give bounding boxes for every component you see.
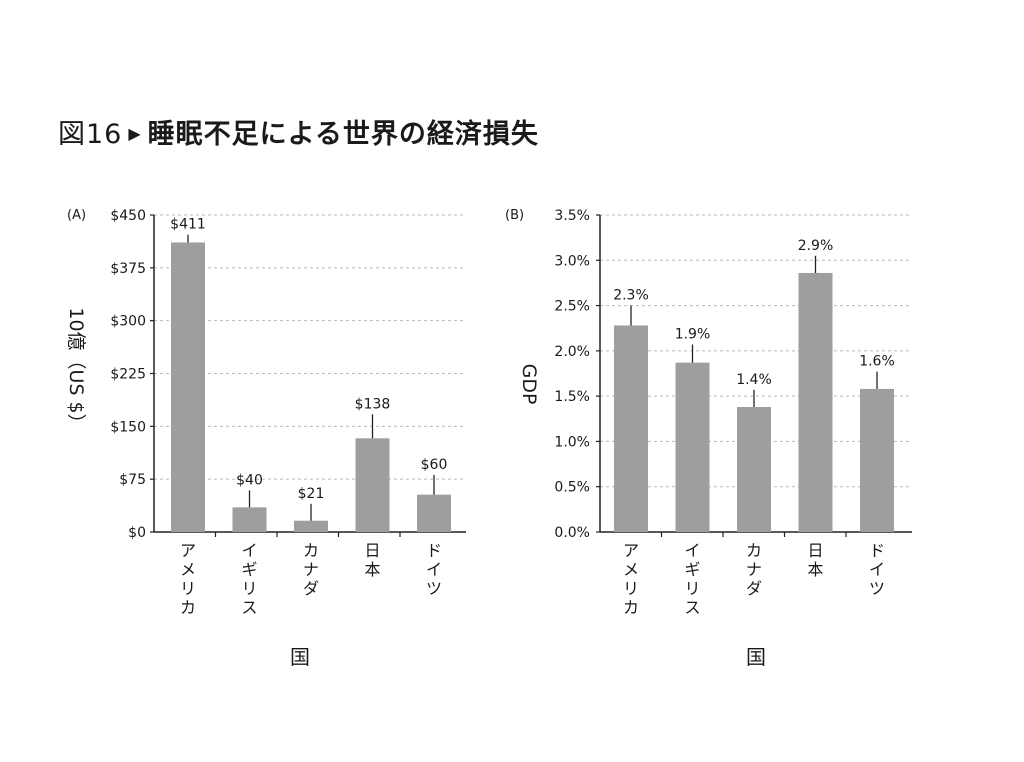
chart-b-x-tick-label-1: イギリス [684, 541, 700, 617]
chart-a-bar-4 [417, 494, 451, 532]
chart-a-y-tick-label: $0 [128, 525, 146, 541]
chart-a-x-axis-title: 国 [290, 645, 310, 669]
chart-a-x-tick-label-3: 日本 [364, 541, 380, 579]
chart-a-bar-2 [294, 520, 328, 532]
chart-b-x-tick-label-2: カナダ [746, 541, 762, 598]
chart-b-x-tick-label-4: ドイツ [869, 541, 885, 598]
chart-b-x-axis-title: 国 [746, 645, 766, 669]
chart-a-y-tick-label: $75 [119, 472, 146, 488]
chart-b-bar-4 [860, 388, 894, 532]
figure-title: 図16 ▶ 睡眠不足による世界の経済損失 [58, 112, 539, 151]
chart-a-bar-1 [232, 507, 267, 532]
chart-a-x-tick-label-2: カナダ [303, 541, 319, 598]
figure-number: 図16 [58, 119, 123, 150]
title-marker-icon: ▶ [128, 124, 142, 143]
chart-a-y-axis-title: 10億（US $） [65, 307, 87, 432]
chart-b-y-tick-label: 0.5% [554, 480, 590, 496]
chart-b-bar-3 [798, 272, 833, 532]
chart-b-data-label-3: 2.9% [798, 238, 834, 254]
chart-a-bar-0 [171, 242, 205, 532]
chart-b-y-tick-label: 1.0% [554, 434, 590, 450]
chart-b-y-tick-label: 2.5% [554, 299, 590, 315]
chart-b-data-label-0: 2.3% [613, 288, 649, 304]
chart-a-data-label-1: $40 [236, 472, 263, 488]
chart-b-bar-2 [737, 407, 771, 532]
chart-b-bar-1 [675, 362, 710, 532]
chart-b-y-tick-label: 3.5% [554, 208, 590, 224]
chart-a-y-tick-label: $300 [110, 314, 146, 330]
chart-a-y-tick-label: $375 [110, 261, 146, 277]
chart-b-panel-label: (B) [505, 208, 524, 223]
chart-b-data-label-1: 1.9% [675, 327, 711, 343]
chart-a-y-tick-label: $450 [110, 208, 146, 224]
chart-a-y-tick-label: $150 [110, 419, 146, 435]
chart-b-data-label-2: 1.4% [736, 372, 772, 388]
chart-a-x-tick-label-4: ドイツ [426, 541, 442, 598]
chart-a-x-tick-label-0: アメリカ [180, 541, 196, 617]
chart-a-data-label-4: $60 [421, 457, 448, 473]
chart-b-bar-0 [614, 325, 648, 532]
chart-b-y-tick-label: 1.5% [554, 389, 590, 405]
chart-b-data-label-4: 1.6% [859, 354, 895, 370]
chart-b-y-tick-label: 2.0% [554, 344, 590, 360]
chart-b-y-tick-label: 0.0% [554, 525, 590, 541]
chart-b-y-tick-label: 3.0% [554, 253, 590, 269]
chart-a-y-tick-label: $225 [110, 367, 146, 383]
chart-a-data-label-2: $21 [298, 486, 325, 502]
chart-b-x-tick-label-0: アメリカ [623, 541, 639, 617]
chart-a-data-label-3: $138 [355, 396, 391, 412]
chart-a-x-tick-label-1: イギリス [241, 541, 257, 617]
chart-b-x-tick-label-3: 日本 [807, 541, 823, 579]
chart-b-y-axis-title: GDP [518, 364, 540, 405]
chart-a-data-label-0: $411 [170, 217, 206, 233]
chart-a-panel-label: (A) [67, 208, 86, 223]
chart-a-bar-3 [355, 438, 390, 532]
figure-title-text: 睡眠不足による世界の経済損失 [147, 119, 539, 150]
